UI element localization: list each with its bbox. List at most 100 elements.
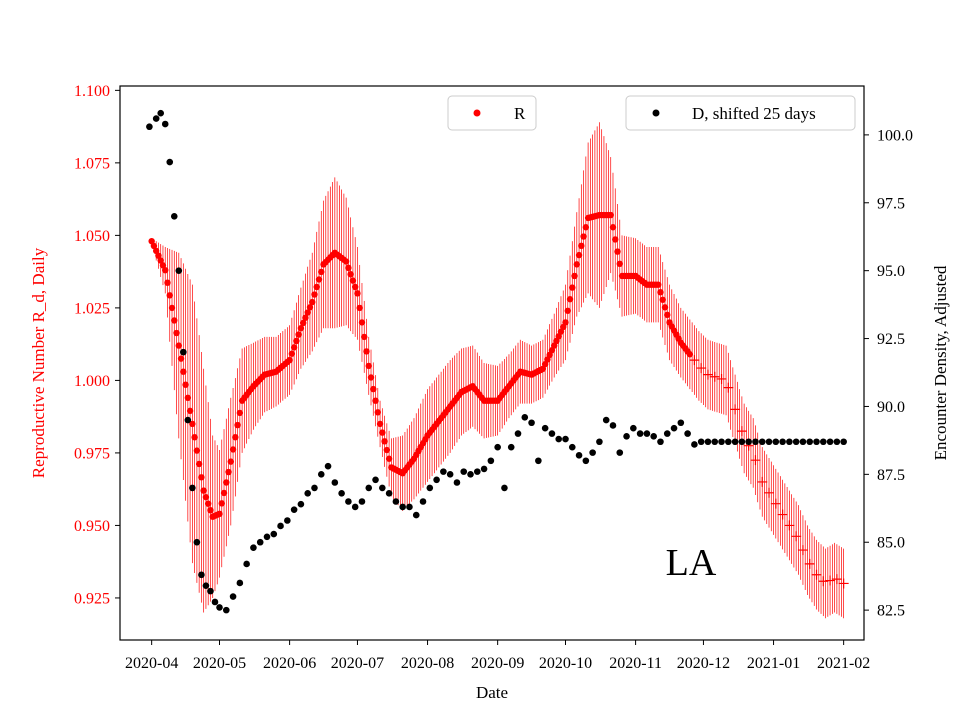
d-point	[636, 430, 644, 437]
r-point	[784, 520, 795, 531]
y-right-axis-label: Encounter Density, Adjusted	[931, 265, 950, 460]
r-point	[573, 261, 581, 268]
d-point	[711, 438, 719, 446]
d-point	[184, 416, 192, 424]
d-point	[623, 433, 630, 440]
r-point	[290, 344, 298, 351]
r-point	[216, 510, 223, 518]
d-point	[351, 503, 359, 511]
y-left-axis-label: Reproductive Number R_d, Daily	[29, 247, 48, 478]
d-point	[725, 438, 732, 446]
d-point	[487, 457, 495, 465]
r-point	[661, 304, 669, 311]
r-point	[736, 426, 747, 437]
d-point	[211, 598, 219, 606]
r-point	[582, 224, 590, 231]
r-point	[198, 474, 205, 481]
r-point	[571, 272, 578, 280]
d-point	[657, 438, 664, 446]
d-point	[345, 498, 352, 505]
d-point	[406, 503, 413, 511]
y-right-axis-ticks: 82.5 85.0 87.5 90.0 92.5 95.0 97.5 100.0	[864, 127, 913, 620]
r-point	[657, 289, 664, 296]
r-point	[575, 251, 583, 259]
r-point	[580, 233, 587, 240]
d-point	[453, 479, 461, 486]
r-point	[186, 407, 194, 415]
d-series	[146, 109, 847, 614]
d-point	[152, 115, 160, 122]
r-point	[376, 420, 384, 428]
r-point	[716, 373, 727, 384]
r-point	[236, 409, 244, 417]
d-point	[738, 438, 746, 446]
r-point	[299, 319, 307, 327]
r-point	[818, 576, 829, 587]
d-point	[166, 158, 174, 166]
d-point	[779, 438, 786, 446]
d-point	[718, 438, 725, 446]
d-point	[792, 438, 800, 446]
r-point	[162, 266, 169, 274]
d-point	[170, 213, 178, 220]
r-point	[614, 248, 621, 255]
r-point	[155, 252, 162, 259]
r-point	[309, 298, 316, 306]
y-right-tick-label: 100.0	[877, 127, 913, 144]
d-point	[630, 424, 637, 432]
r-point	[659, 296, 666, 303]
r-point	[655, 281, 662, 288]
r-point	[232, 434, 239, 441]
r-point	[297, 324, 305, 332]
r-point	[777, 509, 788, 520]
r-point	[686, 351, 694, 358]
d-point	[840, 438, 847, 446]
r-point	[345, 264, 352, 272]
y-right-tick-label: 85.0	[877, 535, 905, 552]
d-point	[507, 443, 515, 451]
d-point	[331, 479, 339, 486]
d-point	[826, 438, 834, 446]
d-point	[180, 348, 187, 356]
d-point	[819, 438, 827, 446]
r-point	[770, 498, 781, 509]
r-point	[689, 355, 700, 366]
d-point	[799, 438, 807, 446]
r-point	[304, 309, 311, 316]
d-point	[229, 593, 237, 600]
r-point	[313, 283, 320, 291]
d-point	[806, 438, 814, 446]
d-point	[745, 438, 752, 446]
y-right-tick-label: 97.5	[877, 195, 905, 212]
r-point	[200, 487, 207, 494]
d-point	[582, 457, 590, 465]
d-point	[616, 449, 624, 456]
d-point	[562, 435, 569, 443]
x-tick-label: 2021-01	[747, 655, 800, 672]
r-point	[189, 420, 196, 428]
r-point	[750, 455, 761, 466]
r-point	[616, 260, 623, 268]
d-point	[290, 506, 298, 513]
x-axis-label: Date	[476, 683, 508, 702]
legend-d-label: D, shifted 25 days	[692, 104, 816, 123]
r-point	[349, 277, 357, 284]
y-left-tick-label: 0.950	[74, 518, 110, 535]
d-point	[704, 438, 712, 446]
r-point	[791, 531, 802, 542]
r-error-bars	[151, 122, 844, 619]
d-point	[236, 579, 244, 587]
d-point	[297, 500, 305, 508]
y-left-tick-label: 0.975	[74, 445, 110, 462]
r-point	[372, 397, 379, 404]
y-left-tick-label: 0.925	[74, 590, 110, 607]
d-point	[157, 109, 165, 117]
r-point	[193, 447, 201, 454]
r-point	[157, 257, 164, 264]
r-point	[578, 242, 585, 250]
x-axis-ticks: 2020-04 2020-05 2020-06 2020-07 2020-08 2020-…	[125, 640, 870, 672]
y-right-tick-label: 92.5	[877, 331, 905, 348]
r-point	[150, 242, 158, 250]
d-point	[358, 498, 366, 505]
